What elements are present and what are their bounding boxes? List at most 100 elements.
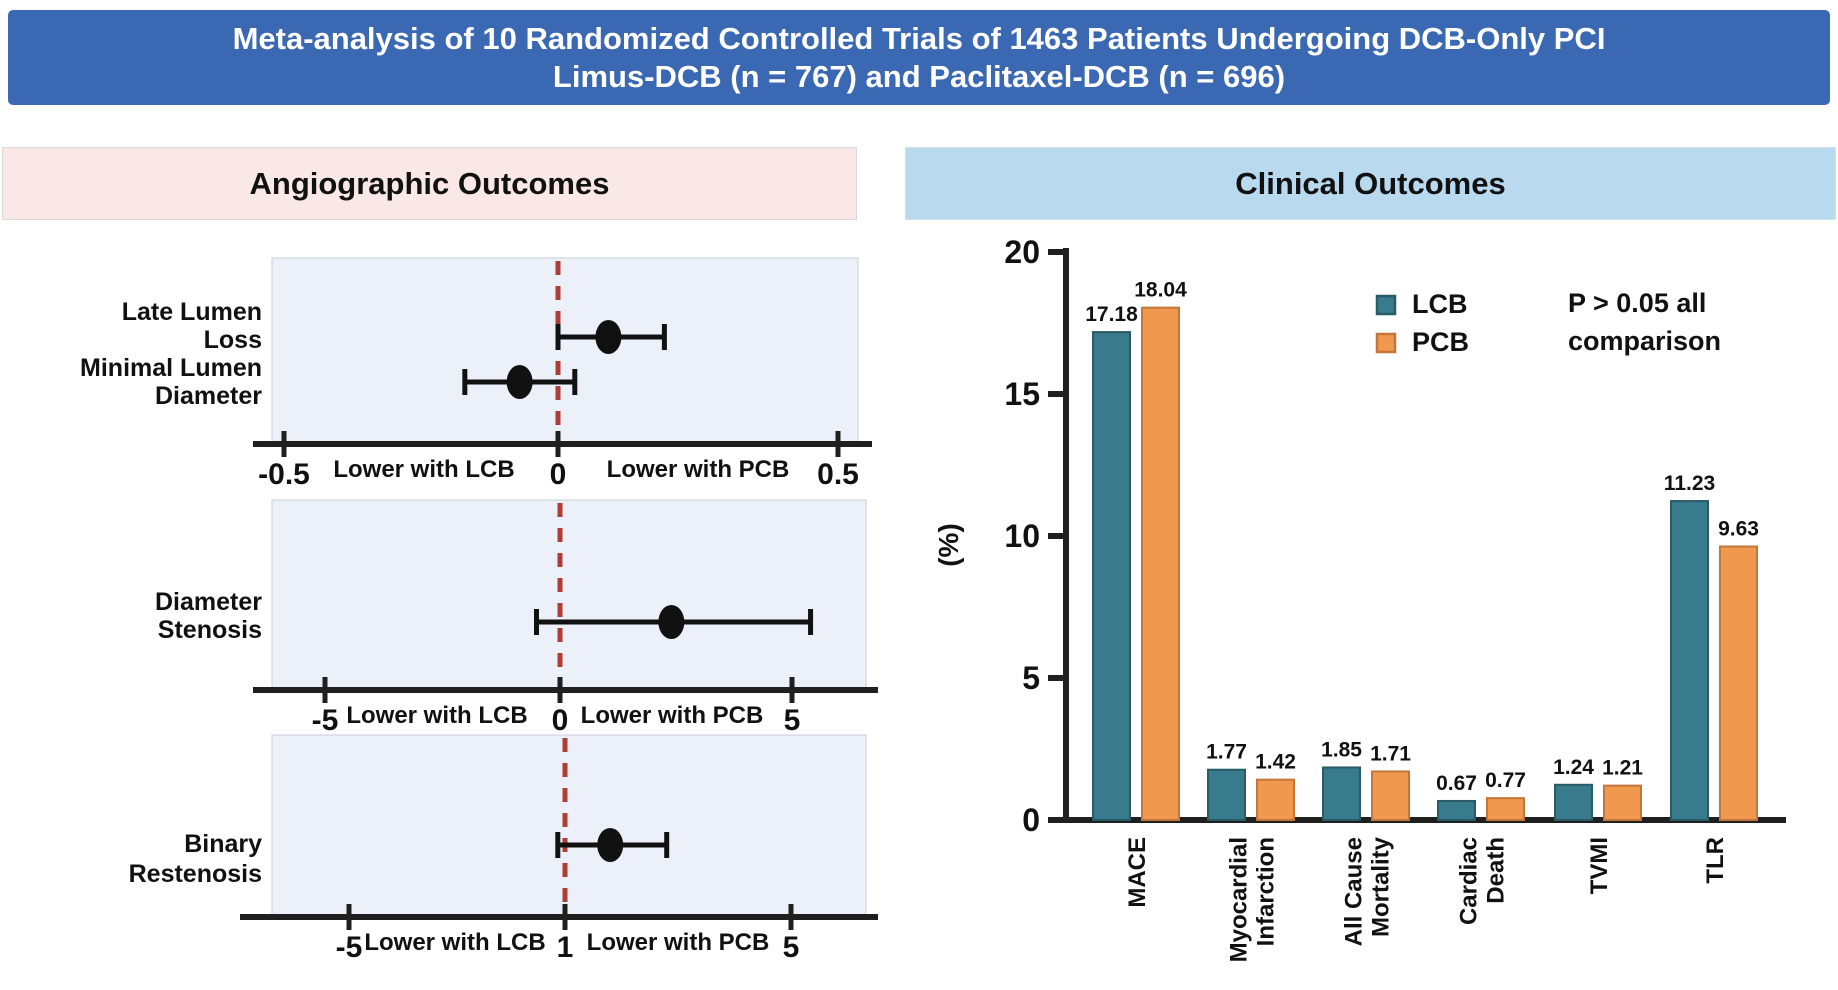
bar-value-label: 0.77 xyxy=(1485,769,1526,792)
bar-lcb xyxy=(1554,783,1593,821)
direction-label-right: Lower with PCB xyxy=(607,456,790,483)
y-tick-label: 20 xyxy=(1004,234,1040,270)
legend-label-pcb: PCB xyxy=(1412,327,1469,357)
p-value-text-line: P > 0.05 all xyxy=(1568,288,1706,318)
outcome-label: Binary xyxy=(184,830,262,858)
outcome-label: Stenosis xyxy=(158,616,262,644)
outcome-label: Minimal Lumen xyxy=(80,354,262,382)
direction-label-left: Lower with LCB xyxy=(333,456,514,483)
legend-label-lcb: LCB xyxy=(1412,289,1468,319)
y-axis-label: (%) xyxy=(933,523,964,567)
forest-plot-area xyxy=(271,734,867,916)
bar-value-label: 1.24 xyxy=(1553,756,1594,779)
direction-label-left: Lower with LCB xyxy=(364,929,545,956)
bar-pcb xyxy=(1371,770,1410,821)
p-value-text-line: comparison xyxy=(1568,326,1721,356)
outcome-label: Loss xyxy=(204,326,262,354)
x-tick-label: 1 xyxy=(557,931,574,964)
clinical-outcomes-title: Clinical Outcomes xyxy=(1235,165,1506,201)
y-tick-label: 0 xyxy=(1022,802,1040,838)
forest-plot-2: -5 1 5 Lower with LCB Lower with PCB BinaryRe… xyxy=(129,734,878,964)
x-tick-label: 5 xyxy=(784,704,801,737)
bar-pcb xyxy=(1486,797,1525,822)
bar-group-myocardial: 1.77 1.42 xyxy=(1206,741,1296,821)
direction-label-right: Lower with PCB xyxy=(581,702,764,729)
angiographic-outcomes-header: Angiographic Outcomes xyxy=(2,147,857,220)
bar-pcb xyxy=(1256,778,1295,821)
bar-value-label: 1.21 xyxy=(1602,757,1643,780)
x-category-label: MACE xyxy=(1124,837,1151,908)
angiographic-outcomes-title: Angiographic Outcomes xyxy=(249,165,610,201)
bar-value-label: 11.23 xyxy=(1664,472,1715,495)
angiographic-forest-plots: -0.5 0 0.5 Lower with LCB Lower with PCB Late… xyxy=(80,257,878,964)
legend: LCB PCB xyxy=(1375,289,1469,357)
clinical-outcomes-header: Clinical Outcomes xyxy=(905,147,1836,220)
x-tick-label: 5 xyxy=(783,931,800,964)
bar-pcb xyxy=(1603,784,1642,821)
x-tick-label: 0 xyxy=(550,458,567,491)
outcome-label: Restenosis xyxy=(129,860,262,888)
y-tick-label: 15 xyxy=(1004,376,1040,412)
x-category-label: TLR xyxy=(1702,837,1729,884)
x-category-label: Cardiac xyxy=(1456,837,1483,925)
y-tick-label: 10 xyxy=(1004,518,1040,554)
forest-plot-area xyxy=(271,257,859,443)
x-category-label: Myocardial xyxy=(1226,837,1253,962)
bar-value-label: 17.18 xyxy=(1085,303,1138,326)
point-estimate xyxy=(658,605,685,639)
outcome-label: Diameter xyxy=(155,382,262,410)
bar-lcb xyxy=(1207,768,1246,821)
bar-group-cardiac: 0.67 0.77 xyxy=(1436,769,1526,822)
bar-group-all-cause: 1.85 1.71 xyxy=(1321,738,1411,822)
bar-value-label: 1.77 xyxy=(1206,741,1247,764)
point-estimate xyxy=(597,828,624,862)
bar-pcb xyxy=(1141,306,1180,821)
point-estimate xyxy=(506,365,533,399)
x-tick-label: 0.5 xyxy=(817,458,859,491)
p-value-annotation: P > 0.05 all comparison xyxy=(1568,288,1721,356)
outcome-label: Diameter xyxy=(155,588,262,616)
bar-value-label: 18.04 xyxy=(1134,279,1187,302)
x-category-label: Infarction xyxy=(1253,837,1280,946)
forest-plot-0: -0.5 0 0.5 Lower with LCB Lower with PCB Late… xyxy=(80,257,872,491)
bar-lcb xyxy=(1670,500,1709,821)
banner-title-line2: Limus-DCB (n = 767) and Paclitaxel-DCB (… xyxy=(552,58,1286,94)
y-tick-label: 5 xyxy=(1022,660,1040,696)
bar-value-label: 1.42 xyxy=(1255,751,1296,774)
bar-value-label: 9.63 xyxy=(1718,518,1759,541)
bar-group-tlr: 11.239.63 xyxy=(1664,472,1759,821)
bar-lcb xyxy=(1322,766,1361,822)
bar-value-label: 0.67 xyxy=(1436,772,1477,795)
direction-label-right: Lower with PCB xyxy=(587,929,770,956)
direction-label-left: Lower with LCB xyxy=(346,702,527,729)
x-category-label: All Cause xyxy=(1341,837,1368,946)
x-tick-label: -5 xyxy=(336,931,363,964)
bar-lcb xyxy=(1092,331,1131,821)
forest-plot-area xyxy=(271,499,867,689)
bar-value-label: 1.71 xyxy=(1370,742,1411,765)
x-category-label: Death xyxy=(1483,837,1510,904)
point-estimate xyxy=(595,320,622,354)
outcome-label: Late Lumen xyxy=(122,298,262,326)
bar-group-tvmi: 1.24 1.21 xyxy=(1553,756,1643,821)
x-tick-label: -0.5 xyxy=(258,458,310,491)
x-tick-label: 0 xyxy=(552,704,569,737)
x-category-label: TVMI xyxy=(1586,837,1613,894)
bar-lcb xyxy=(1437,799,1476,821)
x-tick-label: -5 xyxy=(312,704,339,737)
bar-pcb xyxy=(1719,545,1758,821)
forest-plot-1: -5 0 5 Lower with LCB Lower with PCB Diameter… xyxy=(155,499,878,737)
legend-swatch-pcb xyxy=(1375,332,1397,354)
banner-title-line1: Meta-analysis of 10 Randomized Controlle… xyxy=(232,20,1606,56)
legend-swatch-lcb xyxy=(1375,294,1397,316)
bar-value-label: 1.85 xyxy=(1321,738,1362,761)
x-category-label: Mortality xyxy=(1368,836,1395,937)
